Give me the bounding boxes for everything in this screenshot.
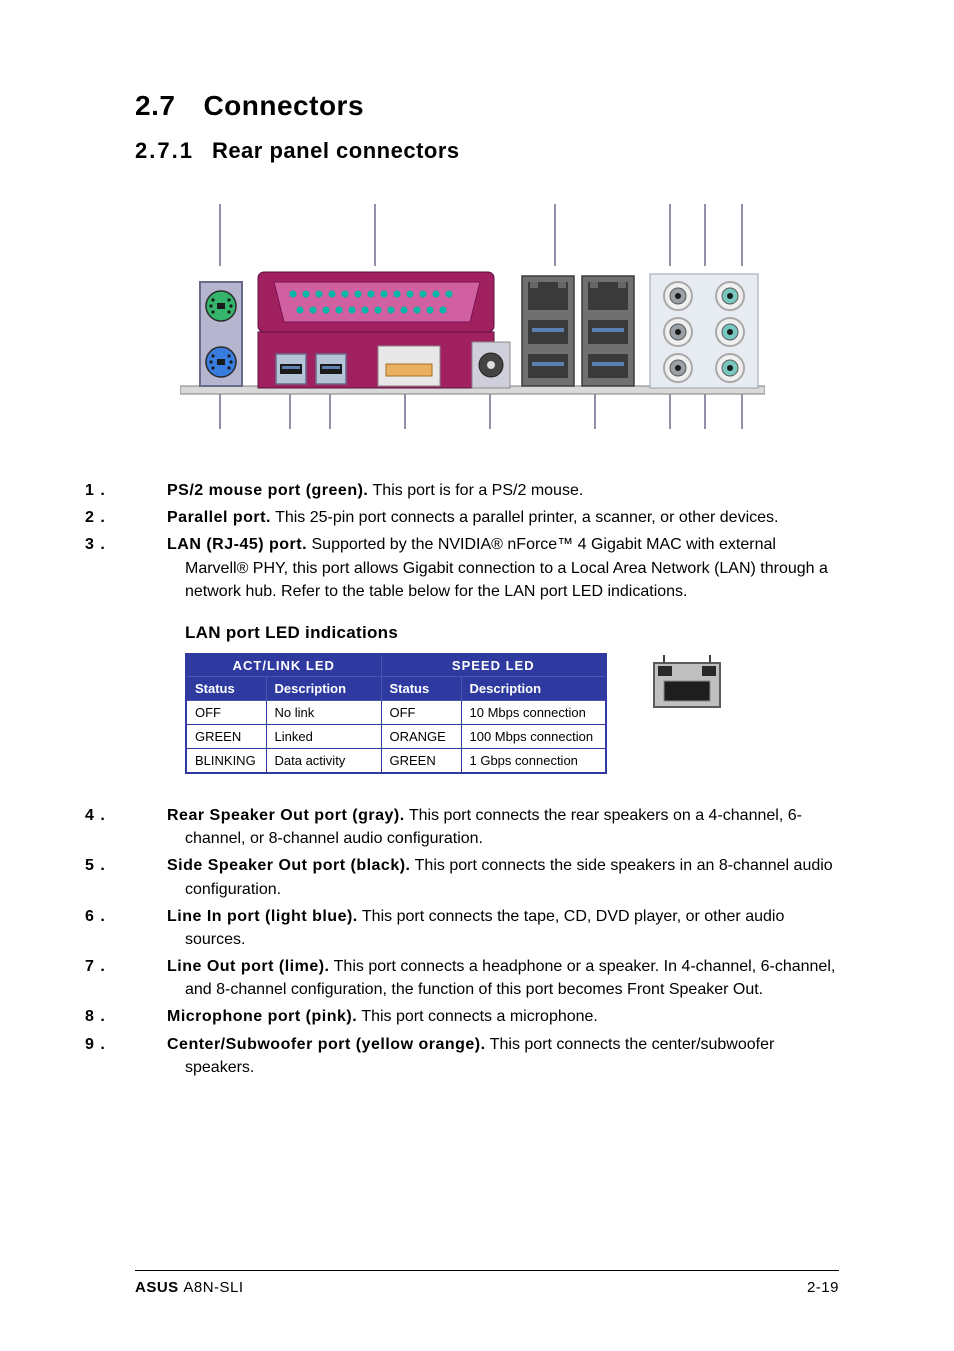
table-cell: 100 Mbps connection: [461, 724, 606, 748]
connector-list-1: 1 .PS/2 mouse port (green). This port is…: [135, 479, 839, 603]
led-subheader: Status: [381, 676, 461, 700]
item-term: LAN (RJ-45) port.: [167, 536, 307, 553]
footer-left: ASUS A8N-SLI: [135, 1279, 244, 1296]
section-number: 2.7: [135, 90, 175, 121]
led-table: ACT/LINK LED SPEED LED StatusDescription…: [185, 653, 607, 774]
item-number: 9 .: [135, 1033, 167, 1056]
connector-item: 3 .LAN (RJ-45) port. Supported by the NV…: [135, 533, 839, 603]
item-desc: This port connects a microphone.: [357, 1008, 598, 1025]
table-cell: Data activity: [266, 748, 381, 773]
item-number: 2 .: [135, 506, 167, 529]
table-cell: GREEN: [381, 748, 461, 773]
subsection-title: 2.7.1 Rear panel connectors: [135, 138, 839, 164]
table-cell: GREEN: [186, 724, 266, 748]
item-term: Parallel port.: [167, 509, 271, 526]
table-cell: BLINKING: [186, 748, 266, 773]
table-cell: No link: [266, 700, 381, 724]
section-name: Connectors: [203, 90, 364, 121]
led-subheader: Status: [186, 676, 266, 700]
table-cell: OFF: [381, 700, 461, 724]
connector-item: 1 .PS/2 mouse port (green). This port is…: [135, 479, 839, 502]
item-number: 4 .: [135, 804, 167, 827]
item-term: Line Out port (lime).: [167, 958, 330, 975]
table-cell: OFF: [186, 700, 266, 724]
table-row: GREENLinkedORANGE100 Mbps connection: [186, 724, 606, 748]
subsection-name: Rear panel connectors: [212, 138, 460, 163]
led-subheader: Description: [266, 676, 381, 700]
led-header-speed: SPEED LED: [381, 654, 606, 677]
led-table-heading: LAN port LED indications: [185, 623, 839, 643]
item-term: Center/Subwoofer port (yellow orange).: [167, 1036, 486, 1053]
item-desc: This 25-pin port connects a parallel pri…: [271, 509, 779, 526]
item-number: 7 .: [135, 955, 167, 978]
item-number: 1 .: [135, 479, 167, 502]
item-term: PS/2 mouse port (green).: [167, 482, 368, 499]
connector-item: 8 .Microphone port (pink). This port con…: [135, 1005, 839, 1028]
subsection-number: 2.7.1: [135, 138, 194, 163]
item-term: Microphone port (pink).: [167, 1008, 357, 1025]
section-title: 2.7 Connectors: [135, 90, 839, 122]
connector-item: 7 .Line Out port (lime). This port conne…: [135, 955, 839, 1001]
item-number: 6 .: [135, 905, 167, 928]
table-cell: Linked: [266, 724, 381, 748]
item-term: Line In port (light blue).: [167, 908, 358, 925]
connector-item: 4 .Rear Speaker Out port (gray). This po…: [135, 804, 839, 850]
item-term: Rear Speaker Out port (gray).: [167, 807, 405, 824]
item-number: 5 .: [135, 854, 167, 877]
table-cell: ORANGE: [381, 724, 461, 748]
item-term: Side Speaker Out port (black).: [167, 857, 411, 874]
led-header-actlink: ACT/LINK LED: [186, 654, 381, 677]
lan-port-icon: [652, 655, 722, 715]
item-desc: This port is for a PS/2 mouse.: [368, 482, 583, 499]
item-number: 3 .: [135, 533, 167, 556]
connector-item: 2 .Parallel port. This 25-pin port conne…: [135, 506, 839, 529]
table-row: BLINKINGData activityGREEN1 Gbps connect…: [186, 748, 606, 773]
item-number: 8 .: [135, 1005, 167, 1028]
connector-item: 5 .Side Speaker Out port (black). This p…: [135, 854, 839, 900]
table-cell: 10 Mbps connection: [461, 700, 606, 724]
connector-list-2: 4 .Rear Speaker Out port (gray). This po…: [135, 804, 839, 1079]
page-footer: ASUS A8N-SLI 2-19: [135, 1270, 839, 1296]
led-subheader: Description: [461, 676, 606, 700]
connector-item: 9 .Center/Subwoofer port (yellow orange)…: [135, 1033, 839, 1079]
table-row: OFFNo linkOFF10 Mbps connection: [186, 700, 606, 724]
connector-item: 6 .Line In port (light blue). This port …: [135, 905, 839, 951]
rear-panel-diagram: [180, 204, 765, 429]
table-cell: 1 Gbps connection: [461, 748, 606, 773]
footer-page-number: 2-19: [807, 1279, 839, 1296]
